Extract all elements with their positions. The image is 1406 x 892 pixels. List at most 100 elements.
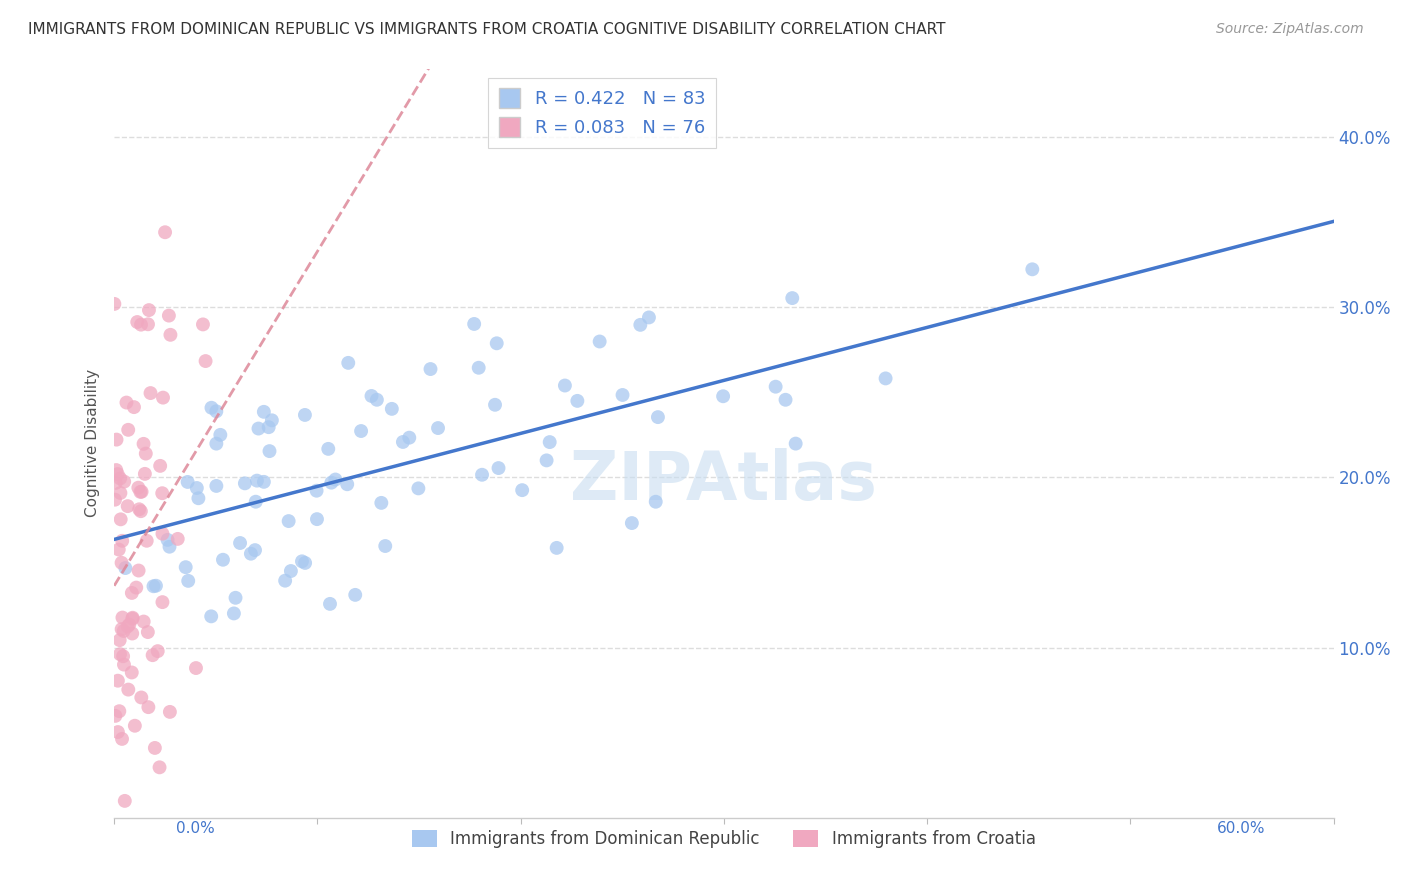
Point (129, 318, 152, 332)
Point (567, 393, 589, 408)
Point (142, 579, 165, 593)
Point (138, 303, 160, 318)
Point (122, 400, 145, 414)
Point (239, 547, 262, 561)
Point (546, 541, 568, 555)
Point (110, 556, 132, 570)
Point (205, 479, 228, 493)
Point (108, 704, 131, 718)
Point (107, 725, 129, 739)
Point (159, 327, 181, 342)
Point (103, 297, 125, 311)
Point (638, 310, 661, 325)
Point (253, 405, 276, 419)
Point (152, 595, 174, 609)
Point (222, 607, 245, 621)
Point (392, 434, 415, 449)
Point (146, 644, 169, 658)
Point (108, 471, 131, 485)
Point (350, 424, 373, 438)
Point (134, 467, 156, 481)
Text: 0.0%: 0.0% (176, 821, 215, 836)
Y-axis label: Cognitive Disability: Cognitive Disability (86, 369, 100, 517)
Point (107, 673, 129, 688)
Point (225, 591, 247, 605)
Point (153, 225, 176, 239)
Point (274, 574, 297, 588)
Point (132, 437, 155, 451)
Point (291, 554, 314, 568)
Point (125, 581, 148, 595)
Point (711, 389, 734, 403)
Point (104, 475, 127, 490)
Point (247, 421, 270, 435)
Point (209, 428, 232, 442)
Point (149, 458, 172, 473)
Point (554, 378, 576, 392)
Point (131, 690, 153, 705)
Point (538, 435, 561, 450)
Point (150, 486, 173, 500)
Point (112, 624, 135, 638)
Point (176, 475, 198, 489)
Point (408, 482, 430, 496)
Point (785, 436, 807, 450)
Legend: R = 0.422   N = 83, R = 0.083   N = 76: R = 0.422 N = 83, R = 0.083 N = 76 (488, 78, 716, 148)
Point (105, 433, 128, 447)
Point (246, 474, 269, 488)
Point (467, 360, 489, 375)
Point (112, 475, 135, 489)
Point (143, 740, 166, 755)
Point (105, 463, 128, 477)
Point (117, 499, 139, 513)
Point (104, 709, 127, 723)
Point (184, 661, 207, 675)
Text: IMMIGRANTS FROM DOMINICAN REPUBLIC VS IMMIGRANTS FROM CROATIA COGNITIVE DISABILI: IMMIGRANTS FROM DOMINICAN REPUBLIC VS IM… (28, 22, 946, 37)
Point (471, 467, 494, 482)
Point (344, 588, 367, 602)
Point (177, 574, 200, 588)
Point (112, 649, 135, 664)
Point (121, 586, 143, 600)
Point (186, 481, 208, 495)
Point (321, 475, 343, 490)
Point (243, 543, 266, 558)
Point (370, 496, 392, 510)
Point (419, 362, 441, 376)
Point (127, 481, 149, 495)
Point (136, 625, 159, 640)
Point (875, 371, 897, 385)
Point (200, 401, 222, 415)
Point (111, 533, 134, 548)
Point (111, 731, 134, 746)
Point (780, 291, 803, 305)
Point (136, 318, 159, 332)
Point (374, 539, 396, 553)
Point (427, 421, 450, 435)
Point (294, 556, 316, 570)
Point (259, 444, 281, 458)
Point (156, 533, 179, 547)
Point (121, 665, 143, 680)
Point (336, 477, 359, 491)
Point (194, 354, 217, 368)
Point (129, 484, 152, 499)
Point (127, 315, 149, 329)
Point (135, 447, 157, 461)
Point (337, 356, 360, 370)
Text: 60.0%: 60.0% (1218, 821, 1265, 836)
Point (174, 560, 197, 574)
Point (205, 436, 228, 450)
Point (129, 504, 152, 518)
Point (488, 461, 510, 475)
Text: ZIPAtlas: ZIPAtlas (571, 448, 877, 514)
Point (152, 526, 174, 541)
Point (205, 404, 228, 418)
Point (110, 486, 132, 500)
Point (114, 561, 136, 575)
Point (128, 564, 150, 578)
Point (212, 553, 235, 567)
Point (121, 612, 143, 626)
Point (138, 700, 160, 714)
Point (159, 705, 181, 719)
